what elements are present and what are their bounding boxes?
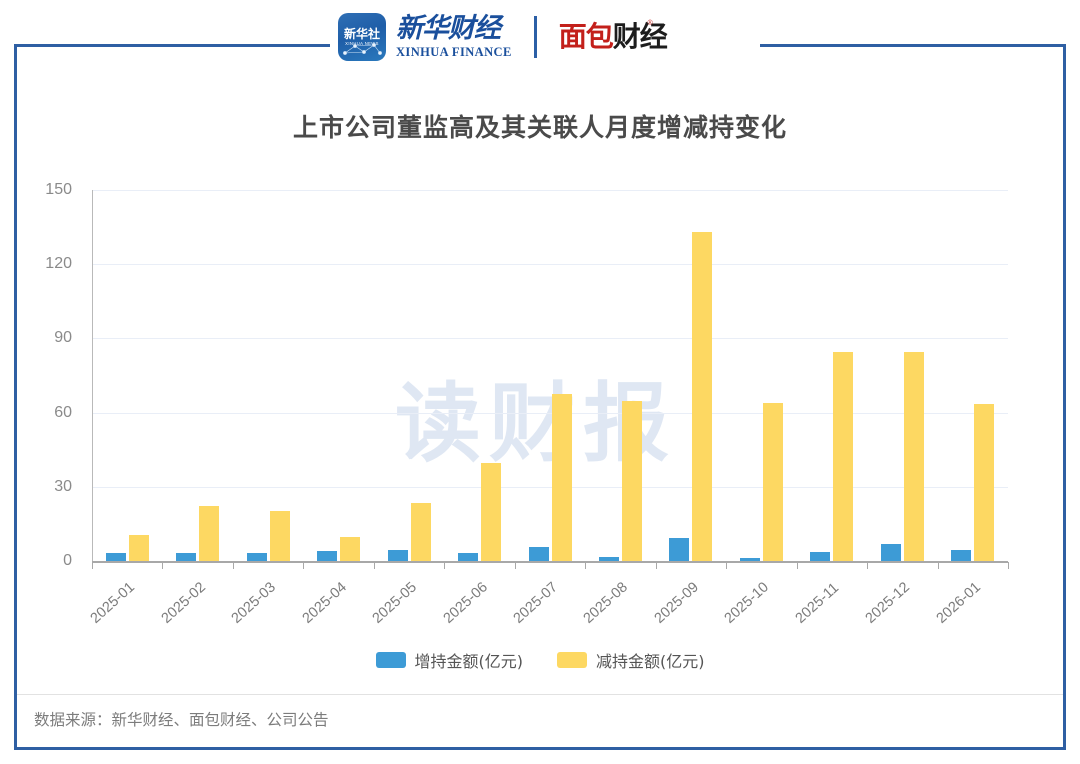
bar-decrease[interactable] [128,534,149,561]
xinhua-news-badge-cn: 新华社 [343,26,380,41]
logo-divider [533,16,537,58]
bar-decrease[interactable] [551,394,572,561]
xinhua-finance-en: XINHUA FINANCE [396,44,512,59]
legend-swatch-icon [557,652,587,668]
x-axis-tick-label: 2026-01 [933,579,984,627]
bar-decrease[interactable] [903,351,924,561]
bar-decrease[interactable] [481,463,502,561]
mianbao-cn-red: 面包 [558,20,614,53]
registered-mark-icon: ® [647,20,653,27]
bar-decrease[interactable] [762,402,783,561]
bar-increase[interactable] [387,550,408,561]
bar-decrease[interactable] [199,505,220,561]
gridline [92,338,1008,340]
x-axis-tick [796,562,798,569]
mianbao-finance-wordmark: 面包财经 ® [558,20,668,53]
y-axis-tick-label: 90 [54,329,72,347]
xinhua-news-badge-en: XINHUA NEWS [345,40,379,46]
xinhua-finance-wordmark: 新华财经 XINHUA FINANCE [396,15,512,60]
x-axis-tick-label: 2025-12 [862,579,914,627]
bar-increase[interactable] [317,551,338,561]
bar-decrease[interactable] [410,503,431,561]
legend-item[interactable]: 减持金额(亿元) [557,648,705,672]
y-axis-tick-label: 0 [63,552,72,569]
x-axis-tick-label: 2025-07 [510,579,561,627]
bar-decrease[interactable] [833,352,854,561]
x-axis-tick-label: 2025-03 [228,579,280,627]
page-title: 上市公司董监高及其关联人月度增减持变化 [292,113,787,142]
bar-increase[interactable] [598,556,619,561]
x-axis-tick [373,562,375,569]
bar-decrease[interactable] [621,401,642,561]
y-axis-tick-label: 60 [54,403,72,421]
gridline [92,190,1008,191]
x-axis-tick [726,562,728,569]
x-axis-tick [1008,562,1009,569]
x-axis-tick [303,562,305,569]
x-axis-tick [444,562,446,569]
x-axis-tick [162,562,164,569]
y-axis-line [92,190,93,562]
bar-decrease[interactable] [692,232,713,561]
x-axis-tick [92,562,93,569]
x-axis-tick [585,562,587,569]
x-axis-tick-label: 2025-10 [721,579,773,627]
x-axis-tick [232,562,234,569]
bar-increase[interactable] [246,553,267,561]
legend-swatch-icon [375,652,406,668]
bar-series-layer [92,190,1008,561]
bar-increase[interactable] [176,552,197,561]
y-axis-labels: 0 30 60 90 120 150 [26,0,72,764]
y-axis-tick-label: 120 [45,255,72,273]
y-axis-tick-label: 150 [45,181,72,198]
legend-label: 增持金额(亿元) [414,652,524,671]
legend-item[interactable]: 增持金额(亿元) [375,648,524,672]
y-axis-tick-label: 30 [54,477,72,495]
bar-increase[interactable] [810,552,831,561]
x-axis-tick [937,562,939,569]
x-axis-tick-label: 2025-06 [440,579,491,627]
network-dots-icon [343,43,382,55]
bar-increase[interactable] [951,550,972,561]
gridline [92,264,1008,266]
brand-logo-strip: 新华社 XINHUA NEWS 新华财经 XINHUA FINANCE 面包财经 [338,8,748,66]
x-axis-tick-label: 2025-01 [87,579,139,627]
bar-decrease[interactable] [340,536,361,561]
x-axis-tick [514,562,516,569]
data-source-note: 数据来源：新华财经、面包财经、公司公告 [34,711,329,729]
x-axis-tick [655,562,657,569]
gridline [92,412,1008,414]
x-axis-tick-label: 2025-04 [299,579,350,627]
xinhua-news-badge-icon: 新华社 XINHUA NEWS [338,13,386,61]
bar-increase[interactable] [105,553,126,561]
bar-increase[interactable] [669,538,690,561]
bar-increase[interactable] [739,558,760,561]
x-axis-tick-label: 2025-11 [792,580,842,627]
x-axis-tick-label: 2025-05 [369,579,420,627]
xinhua-finance-cn: 新华财经 [396,12,501,44]
bar-increase[interactable] [528,546,549,561]
x-axis-tick-label: 2025-02 [158,579,209,627]
bar-increase[interactable] [880,544,901,561]
x-axis-tick [867,562,869,569]
logo-notch [330,30,760,64]
mianbao-cn-dark: 财经 [612,20,668,53]
legend-label: 减持金额(亿元) [596,652,705,671]
chart-legend: 增持金额(亿元) 减持金额(亿元) [0,648,1080,672]
x-axis-tick-label: 2025-09 [651,579,702,627]
x-axis-line [92,561,1008,563]
x-axis-tick-label: 2025-08 [581,579,632,627]
bar-increase[interactable] [458,553,479,561]
bar-decrease[interactable] [974,403,995,561]
bar-decrease[interactable] [269,510,290,561]
footer-divider [17,694,1063,695]
gridline [92,486,1008,488]
